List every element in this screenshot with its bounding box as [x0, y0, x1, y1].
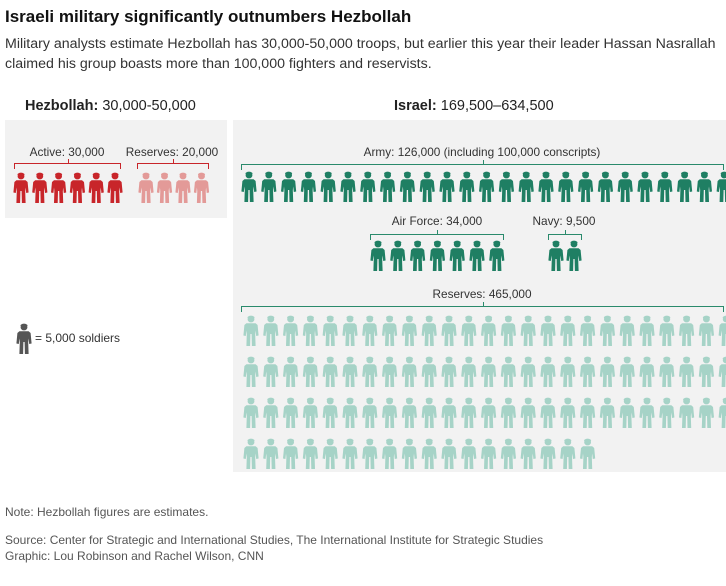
chart-subtitle: Military analysts estimate Hezbollah has… — [5, 36, 716, 72]
israel-range: 169,500–634,500 — [440, 98, 554, 114]
israel-airforce-label: Air Force: 34,000 — [391, 214, 483, 228]
note: Note: Hezbollah figures are estimates. — [5, 505, 209, 519]
hezbollah-name: Hezbollah: — [25, 98, 99, 114]
israel-reserves-label: Reserves: 465,000 — [432, 287, 532, 301]
hezbollah-header: Hezbollah: 30,000-50,000 — [25, 98, 196, 114]
israel-airforce-bracket — [370, 230, 504, 240]
hezbollah-reserves-label: Reserves: 20,000 — [125, 145, 219, 159]
chart-title: Israeli military significantly outnumber… — [5, 7, 412, 26]
israel-army-bracket — [241, 160, 724, 170]
hezbollah-panel — [5, 120, 227, 218]
israel-name: Israel: — [394, 98, 437, 114]
israel-header: Israel: 169,500–634,500 — [394, 98, 554, 114]
legend-soldier-icon — [16, 323, 32, 354]
legend-text: = 5,000 soldiers — [35, 331, 121, 345]
israel-army-label: Army: 126,000 (including 100,000 conscri… — [363, 145, 601, 159]
israel-navy-bracket — [548, 230, 582, 240]
credit: Graphic: Lou Robinson and Rachel Wilson,… — [5, 549, 264, 563]
israel-reserves-bracket — [241, 302, 724, 312]
israel-navy-label: Navy: 9,500 — [532, 214, 596, 228]
hezbollah-active-bracket — [14, 159, 121, 169]
hezbollah-reserves-bracket — [137, 159, 209, 169]
hezbollah-range: 30,000-50,000 — [102, 98, 196, 114]
hezbollah-active-label: Active: 30,000 — [29, 145, 105, 159]
source: Source: Center for Strategic and Interna… — [5, 533, 544, 547]
